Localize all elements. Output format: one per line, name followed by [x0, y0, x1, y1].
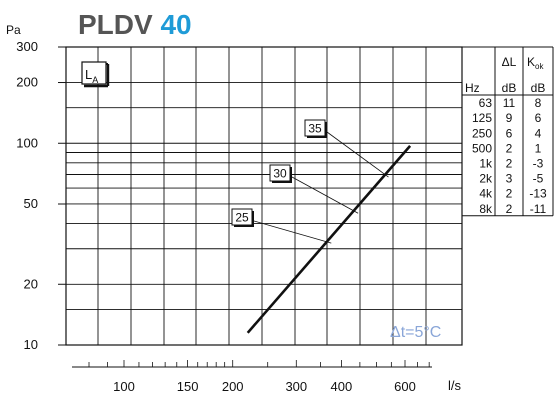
table-header-k: Kok — [527, 55, 544, 71]
table-cell-k: -5 — [533, 172, 544, 186]
table-cell-k: 4 — [535, 126, 542, 140]
x-tick-label: 300 — [285, 379, 307, 394]
table-cell-k: -13 — [529, 187, 547, 201]
la-box-frame — [81, 61, 107, 85]
series-lines — [246, 145, 412, 334]
grid — [58, 46, 463, 368]
table-cell-frequency: 63 — [479, 96, 493, 110]
table-cell-k: 8 — [535, 96, 542, 110]
sound-level-leader — [253, 220, 332, 244]
curve-line — [246, 145, 412, 334]
y-axis-label: Pa — [6, 23, 21, 37]
sound-level-markers: 35 30 25 — [231, 119, 389, 244]
table-cell-delta-l: 2 — [506, 157, 513, 171]
y-tick-label: 300 — [16, 39, 38, 54]
table-cell-delta-l: 9 — [506, 111, 513, 125]
y-tick-labels: 300 200 100 50 20 10 — [16, 39, 38, 352]
table-cell-delta-l: 6 — [506, 126, 513, 140]
x-tick-label: 150 — [177, 379, 199, 394]
chart-title: PLDV 40 — [78, 9, 192, 40]
table-cell-delta-l: 11 — [503, 96, 516, 110]
sound-level-label: 30 — [273, 167, 287, 181]
table-cell-frequency: 250 — [472, 126, 492, 140]
y-tick-label: 200 — [16, 75, 38, 90]
y-tick-label: 20 — [24, 276, 38, 291]
x-tick-label: 600 — [394, 379, 416, 394]
table-header-delta-l: ΔL — [502, 55, 517, 69]
table-unit-db: dB — [531, 81, 546, 95]
table-cell-k: 6 — [535, 111, 542, 125]
table-unit-db: dB — [502, 81, 517, 95]
table-cell-k: -11 — [530, 202, 547, 216]
x-axis-label: l/s — [448, 378, 462, 393]
x-tick-labels: 100 150 200 300 400 600 — [113, 379, 416, 394]
table-cell-frequency: 4k — [479, 187, 493, 201]
sound-level-leader — [326, 131, 389, 178]
sound-level-label: 25 — [235, 211, 249, 225]
y-tick-label: 50 — [24, 196, 38, 211]
table-cell-frequency: 125 — [472, 111, 492, 125]
x-tick-label: 100 — [113, 379, 135, 394]
x-tick-label: 400 — [331, 379, 353, 394]
table-cell-delta-l: 3 — [506, 172, 513, 186]
la-box: LA — [81, 61, 110, 88]
table-cell-delta-l: 2 — [506, 202, 513, 216]
y-tick-label: 100 — [16, 135, 38, 150]
y-tick-label: 10 — [24, 337, 38, 352]
table-cell-k: 1 — [535, 141, 542, 155]
delta-t-annotation: Δt=5°C — [390, 324, 441, 341]
table-cell-k: -3 — [533, 157, 544, 171]
table-cell-frequency: 8k — [479, 202, 493, 216]
sound-level-label: 35 — [308, 122, 322, 136]
la-label: LA — [85, 67, 98, 85]
table-cell-frequency: 1k — [479, 157, 493, 171]
table-cell-delta-l: 2 — [506, 141, 513, 155]
sound-level-leader — [291, 176, 359, 214]
table-cell-frequency: 2k — [479, 172, 493, 186]
chart-title-size: 40 — [160, 9, 191, 40]
table-cell-delta-l: 2 — [506, 187, 513, 201]
table-cell-frequency: 500 — [472, 141, 492, 155]
table-unit-hz: Hz — [465, 81, 480, 95]
plot-frame — [65, 46, 463, 346]
x-tick-label: 200 — [222, 379, 244, 394]
